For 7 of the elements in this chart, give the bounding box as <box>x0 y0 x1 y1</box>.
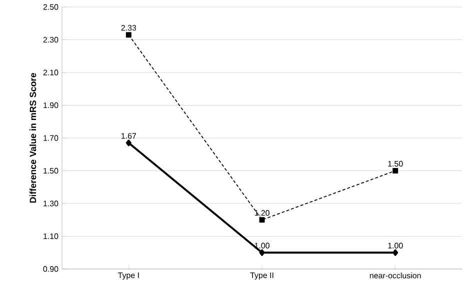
point <box>392 168 398 174</box>
point <box>392 249 398 256</box>
point <box>126 32 132 38</box>
point <box>259 217 265 223</box>
point <box>259 249 265 256</box>
point <box>126 140 132 146</box>
y-axis-title: Difference Value in mRS Score <box>30 73 36 203</box>
